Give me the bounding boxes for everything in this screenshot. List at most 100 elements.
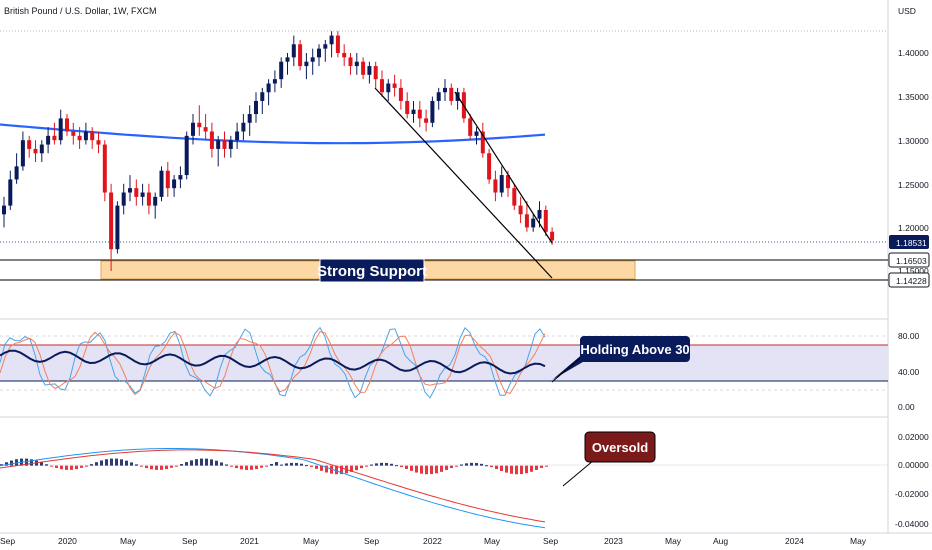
candle-body <box>52 135 57 141</box>
candle-body <box>241 122 246 132</box>
candle-body <box>506 175 510 189</box>
macd-histogram-bar <box>390 463 393 466</box>
candle-body <box>373 66 378 80</box>
candle-body <box>14 166 19 180</box>
macd-tick: -0.02000 <box>895 489 929 499</box>
macd-histogram-bar <box>340 465 343 475</box>
macd-histogram-bar <box>165 465 168 470</box>
candle-body <box>499 175 504 193</box>
candle-body <box>159 170 164 197</box>
candle-body <box>39 144 44 154</box>
strong-support-label: Strong Support <box>317 263 427 280</box>
rsi-axis[interactable]: 80.00 40.00 0.00 <box>898 331 920 412</box>
macd-histogram-bar <box>365 465 368 467</box>
rsi-tick: 80.00 <box>898 331 920 341</box>
macd-histogram-bar <box>215 460 218 466</box>
macd-series-group <box>0 448 548 529</box>
macd-histogram-bar <box>10 460 13 466</box>
candle-body <box>184 135 189 176</box>
candle-body <box>398 87 403 101</box>
macd-histogram-bar <box>40 462 43 466</box>
candle-body <box>537 209 542 219</box>
candle-body <box>27 140 32 149</box>
trendline[interactable] <box>454 91 553 244</box>
candle-body <box>46 135 51 145</box>
macd-histogram-bar <box>470 462 473 466</box>
macd-histogram-bar <box>275 461 278 466</box>
rsi-series-group <box>0 326 546 399</box>
macd-histogram-bar <box>200 458 203 466</box>
macd-histogram-bar <box>315 465 318 469</box>
macd-histogram-bar <box>90 464 93 466</box>
candle-body <box>140 192 145 197</box>
macd-histogram-bar <box>440 465 443 472</box>
holding-callout-box <box>580 336 690 362</box>
macd-tick: -0.04000 <box>895 519 929 529</box>
macd-histogram-bar <box>485 465 488 467</box>
support-lower-tag <box>888 272 930 288</box>
price-tick: 1.30000 <box>898 136 929 146</box>
macd-tick: 0.02000 <box>898 432 929 442</box>
macd-histogram-bar <box>425 465 428 475</box>
candle-body <box>121 192 126 206</box>
candle-body <box>518 205 523 215</box>
last-price-tag <box>889 235 929 249</box>
macd-histogram-bar <box>385 462 388 466</box>
candle-body <box>468 118 473 136</box>
macd-histogram-bar <box>265 465 268 467</box>
price-axis[interactable]: 1.40000 1.35000 1.30000 1.25000 1.20000 … <box>898 48 929 276</box>
macd-histogram-bar <box>280 464 283 466</box>
candle-body <box>228 140 233 149</box>
macd-histogram-bar <box>305 465 308 467</box>
candle-body <box>20 140 25 167</box>
support-upper-tag <box>888 252 930 268</box>
moving-average-group <box>0 123 546 145</box>
candle-body <box>209 131 214 149</box>
macd-histogram-bar <box>310 465 313 467</box>
candle-body <box>197 122 202 128</box>
candle-body <box>405 100 410 115</box>
macd-histogram-bar <box>45 464 48 466</box>
time-tick: May <box>303 536 320 546</box>
macd-histogram-bar <box>400 465 403 467</box>
candle-body <box>342 53 347 58</box>
macd-histogram-bar <box>525 465 528 474</box>
trendline[interactable] <box>374 87 553 279</box>
candle-body <box>317 48 321 58</box>
macd-tick: 0.00000 <box>898 460 929 470</box>
candle-body <box>329 35 334 45</box>
strong-support-callout <box>319 258 425 283</box>
macd-histogram-bar <box>375 463 378 466</box>
macd-histogram-bar <box>115 458 118 466</box>
rsi-tick: 40.00 <box>898 367 920 377</box>
rsi-band <box>0 345 888 381</box>
macd-histogram-bar <box>15 459 18 466</box>
time-tick: 2023 <box>604 536 623 546</box>
macd-histogram-bar <box>515 465 518 475</box>
macd-histogram-bar <box>520 465 523 475</box>
candle-body <box>493 179 498 193</box>
macd-histogram-bar <box>475 462 478 466</box>
candle-body <box>165 170 170 189</box>
time-axis[interactable]: Sep 2020 May Sep 2021 May Sep 2022 May S… <box>0 536 867 546</box>
time-tick: Sep <box>182 536 197 546</box>
macd-histogram-bar <box>255 465 258 470</box>
macd-axis[interactable]: 0.02000 0.00000 -0.02000 -0.04000 <box>895 432 929 529</box>
candle-body <box>216 140 221 149</box>
candle-body <box>2 205 6 215</box>
macd-histogram-bar <box>245 465 248 470</box>
price-tick: 1.35000 <box>898 92 929 102</box>
macd-histogram-bar <box>250 465 253 470</box>
candle-body <box>524 214 529 228</box>
candle-body <box>424 118 429 123</box>
macd-histogram-bar <box>450 465 453 469</box>
candle-body <box>361 61 366 75</box>
candle-body <box>178 175 183 180</box>
candle-body <box>254 100 258 115</box>
rsi-line <box>0 349 546 375</box>
candle-body <box>153 196 158 206</box>
time-tick: 2022 <box>423 536 442 546</box>
time-tick: 2024 <box>785 536 804 546</box>
candle-body <box>247 114 252 123</box>
